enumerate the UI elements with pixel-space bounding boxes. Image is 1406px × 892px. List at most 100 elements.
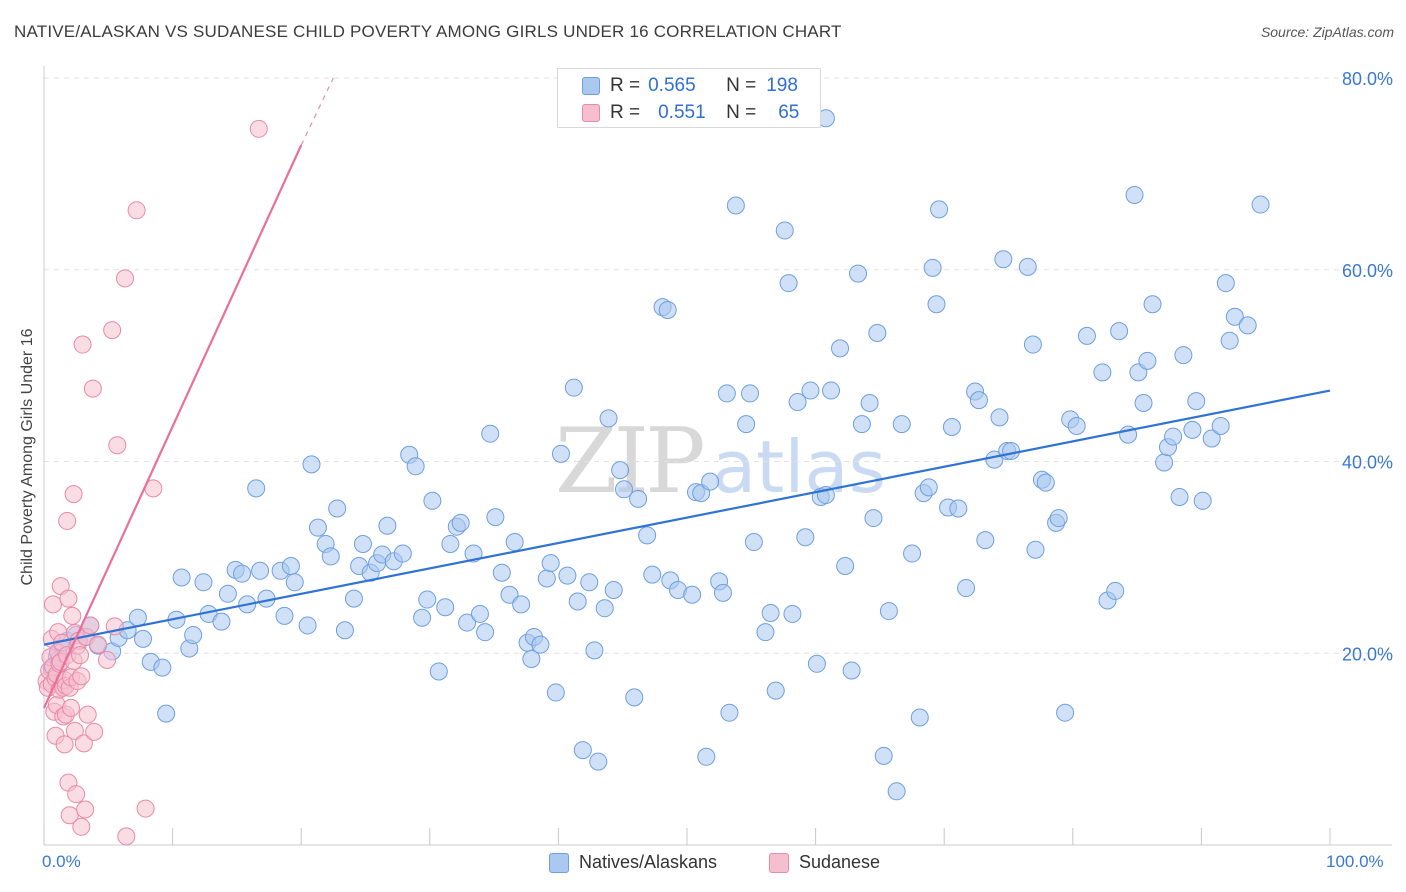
- natives-point: [464, 544, 483, 563]
- legend-sudanese-swatch: [769, 852, 789, 873]
- sudanese-point: [249, 119, 268, 138]
- natives-point: [413, 608, 432, 627]
- natives-point: [492, 563, 511, 582]
- natives-point: [505, 533, 524, 552]
- natives-point: [344, 589, 363, 608]
- natives-point: [788, 393, 807, 412]
- natives-point: [842, 661, 861, 680]
- natives-point: [807, 654, 826, 673]
- sudanese-point: [78, 705, 97, 724]
- natives-point: [1002, 441, 1021, 460]
- natives-point: [172, 568, 191, 587]
- natives-point: [887, 782, 906, 801]
- n-label: N =: [726, 102, 757, 123]
- r-label: R =: [610, 75, 641, 96]
- natives-point: [990, 408, 1009, 427]
- natives-point: [1174, 346, 1193, 365]
- natives-swatch: [582, 77, 600, 95]
- natives-point: [874, 746, 893, 765]
- natives-point: [726, 196, 745, 215]
- natives-point: [1202, 429, 1221, 448]
- natives-point: [1225, 307, 1244, 326]
- stats-legend: R = 0.565 N = 198 R = 0.551 N = 65: [557, 68, 821, 128]
- natives-point: [683, 585, 702, 604]
- natives-point: [614, 480, 633, 499]
- sudanese-point: [73, 335, 92, 354]
- sudanese-point: [98, 650, 117, 669]
- sudanese-point: [59, 589, 78, 608]
- sudanese-point: [117, 827, 136, 846]
- natives-point: [573, 741, 592, 760]
- natives-point: [285, 573, 304, 592]
- natives-point: [625, 688, 644, 707]
- sudanese-point: [83, 379, 102, 398]
- natives-point: [470, 604, 489, 623]
- natives-point: [406, 457, 425, 476]
- natives-point: [247, 479, 266, 498]
- natives-point: [558, 566, 577, 585]
- sudanese-swatch: [582, 104, 600, 122]
- natives-point: [717, 384, 736, 403]
- natives-point: [604, 580, 623, 599]
- natives-point: [218, 584, 237, 603]
- natives-point: [1193, 491, 1212, 510]
- natives-point: [476, 623, 495, 642]
- natives-point: [335, 621, 354, 640]
- natives-point: [976, 531, 995, 550]
- natives-point: [822, 381, 841, 400]
- natives-point: [233, 564, 252, 583]
- natives-point: [783, 604, 802, 623]
- natives-point: [328, 499, 347, 518]
- natives-point: [429, 662, 448, 681]
- sudanese-point: [65, 721, 84, 740]
- sudanese-point: [60, 806, 79, 825]
- natives-point: [580, 573, 599, 592]
- natives-point: [157, 704, 176, 723]
- natives-point: [500, 585, 519, 604]
- natives-point: [568, 592, 587, 611]
- natives-point: [537, 569, 556, 588]
- sudanese-trendline-extension: [300, 77, 334, 146]
- natives-point: [1211, 417, 1230, 436]
- legend-natives-label: Natives/Alaskans: [579, 852, 718, 872]
- y-tick-label: 60.0%: [1342, 261, 1393, 281]
- natives-point: [275, 606, 294, 625]
- natives-trendline: [43, 389, 1331, 646]
- natives-point: [541, 554, 560, 573]
- natives-point: [801, 381, 820, 400]
- stats-row-natives: R = 0.565 N = 198: [582, 73, 798, 99]
- natives-point: [910, 708, 929, 727]
- r-label: R =: [610, 102, 641, 123]
- natives-point: [697, 747, 716, 766]
- natives-point: [741, 384, 760, 403]
- natives-point: [957, 579, 976, 598]
- natives-point: [720, 703, 739, 722]
- natives-point: [1110, 322, 1129, 341]
- sudanese-point: [63, 606, 82, 625]
- sudanese-point: [62, 698, 81, 717]
- natives-point: [903, 544, 922, 563]
- natives-point: [919, 478, 938, 497]
- natives-point: [436, 598, 455, 617]
- natives-point: [949, 499, 968, 518]
- natives-point: [761, 603, 780, 622]
- natives-point: [599, 409, 618, 428]
- x-tick-max: 100.0%: [1326, 852, 1384, 871]
- natives-point: [864, 509, 883, 528]
- natives-point: [1134, 394, 1153, 413]
- natives-point: [1026, 540, 1045, 559]
- natives-point: [551, 444, 570, 463]
- natives-point: [458, 613, 477, 632]
- natives-point: [423, 491, 442, 510]
- natives-point: [393, 544, 412, 563]
- natives-point: [658, 301, 677, 320]
- natives-point: [852, 415, 871, 434]
- natives-point: [1036, 473, 1055, 492]
- sudanese-point: [55, 735, 74, 754]
- natives-n-value: 198: [766, 75, 798, 96]
- stats-row-sudanese: R = 0.551 N = 65: [582, 100, 799, 126]
- sudanese-n-value: 65: [778, 102, 800, 123]
- natives-point: [353, 534, 372, 553]
- natives-point: [546, 683, 565, 702]
- sudanese-point: [136, 799, 155, 818]
